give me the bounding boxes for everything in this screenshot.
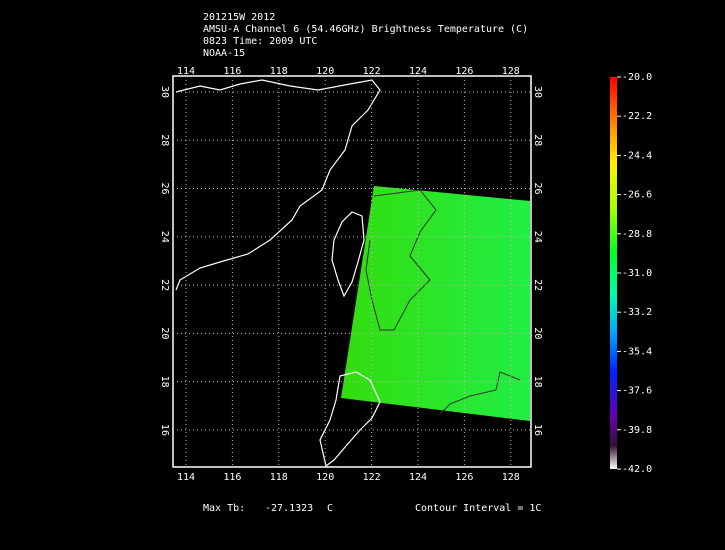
colorbar-label: -42.0 — [622, 464, 652, 475]
lat-label-right: 26 — [532, 183, 543, 195]
swath — [341, 186, 530, 421]
luzon — [319, 371, 381, 468]
colorbar-label: -26.6 — [622, 190, 652, 201]
colorbar-label: -24.4 — [622, 150, 652, 161]
lon-label-bottom: 124 — [409, 472, 427, 483]
lon-label-top: 124 — [409, 66, 427, 77]
lon-label-bottom: 118 — [270, 472, 288, 483]
lat-label-left: 16 — [159, 424, 170, 436]
colorbar-label: -33.2 — [622, 307, 652, 318]
colorbar-label: -28.8 — [622, 229, 652, 240]
lon-label-top: 122 — [363, 66, 381, 77]
lat-label-left: 22 — [159, 279, 170, 291]
colorbar-label: -31.0 — [622, 268, 652, 279]
contour — [365, 189, 521, 415]
colorbar-label: -22.2 — [622, 111, 652, 122]
lon-label-bottom: 114 — [177, 472, 195, 483]
lon-label-top: 126 — [455, 66, 473, 77]
lon-label-top: 114 — [177, 66, 195, 77]
lon-label-bottom: 122 — [363, 472, 381, 483]
lat-label-right: 28 — [532, 134, 543, 146]
lat-label-right: 30 — [532, 86, 543, 98]
lat-label-left: 18 — [159, 376, 170, 388]
lat-label-right: 24 — [532, 231, 543, 243]
max-label: Max Tb: — [203, 503, 245, 514]
coastline — [175, 79, 381, 291]
colorbar-label: -39.8 — [622, 425, 652, 436]
lon-label-top: 118 — [270, 66, 288, 77]
lon-label-top: 120 — [316, 66, 334, 77]
colorbar-label: -20.0 — [622, 72, 652, 83]
lon-label-bottom: 120 — [316, 472, 334, 483]
colorbar — [610, 77, 617, 469]
lon-label-bottom: 116 — [223, 472, 241, 483]
max-value: -27.1323 — [265, 503, 313, 514]
lon-label-top: 128 — [502, 66, 520, 77]
lat-label-left: 26 — [159, 183, 170, 195]
title-line: 0823 Time: 2009 UTC — [203, 36, 317, 47]
map-frame — [172, 75, 532, 468]
lat-label-left: 20 — [159, 327, 170, 339]
lon-label-top: 116 — [223, 66, 241, 77]
lat-label-right: 22 — [532, 279, 543, 291]
lat-label-right: 20 — [532, 327, 543, 339]
colorbar-label: -35.4 — [622, 346, 652, 357]
unit: C — [327, 503, 333, 514]
contour-interval: Contour Interval = 1C — [415, 503, 541, 514]
lat-label-right: 18 — [532, 376, 543, 388]
lon-label-bottom: 126 — [455, 472, 473, 483]
title-line: AMSU-A Channel 6 (54.46GHz) Brightness T… — [203, 24, 528, 35]
lat-label-left: 28 — [159, 134, 170, 146]
title-line: NOAA-15 — [203, 48, 245, 59]
lat-label-left: 24 — [159, 231, 170, 243]
lat-label-right: 16 — [532, 424, 543, 436]
title-line: 201215W 2012 — [203, 12, 275, 23]
lon-label-bottom: 128 — [502, 472, 520, 483]
taiwan — [331, 211, 365, 298]
lat-label-left: 30 — [159, 86, 170, 98]
colorbar-label: -37.6 — [622, 386, 652, 397]
